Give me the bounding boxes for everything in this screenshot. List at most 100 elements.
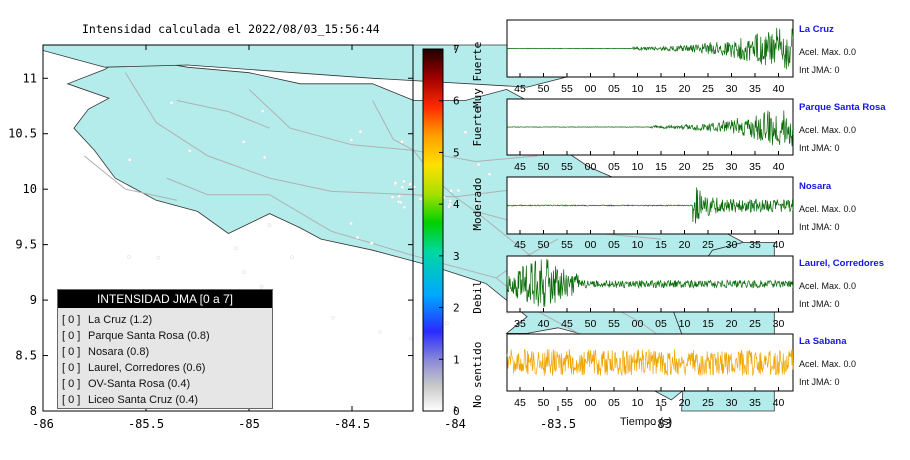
legend-station: Parque Santa Rosa (0.8) — [88, 330, 210, 342]
scale-category-label: Fuerte — [471, 107, 484, 147]
station-dot — [463, 130, 468, 135]
station-dot — [487, 172, 492, 176]
legend-station: Nosara (0.8) — [88, 346, 150, 358]
legend-header: INTENSIDAD JMA [0 a 7] — [58, 290, 272, 308]
waveform-x-tick-label: 45 — [561, 318, 573, 330]
station-dot — [401, 179, 406, 184]
station-acel: Acel. Max. 0.0 — [799, 204, 857, 214]
scale-tick-label: 6 — [453, 95, 460, 108]
legend-station: Liceo Santa Cruz (0.4) — [88, 394, 199, 406]
legend-bracket: [ 0 ] — [62, 362, 81, 374]
station-jma: Int JMA: 0 — [799, 377, 840, 387]
station-dot — [267, 223, 272, 228]
waveform-x-tick-label: 20 — [679, 397, 691, 409]
road-line — [248, 89, 414, 151]
scale-bar — [422, 48, 444, 412]
waveform-x-tick-label: 35 — [749, 83, 761, 95]
station-dot — [474, 201, 479, 206]
station-name: Nosara — [799, 181, 832, 192]
waveform-x-tick-label: 40 — [773, 83, 785, 95]
map-x-tick-label: -83 — [650, 417, 672, 431]
scale-category-label: Muy Fuerte — [471, 42, 484, 108]
station-dot — [397, 194, 402, 199]
waveform-x-tick-label: 05 — [608, 161, 620, 173]
station-dot — [156, 255, 161, 260]
legend-bracket: [ 0 ] — [62, 314, 81, 326]
legend-bracket: [ 0 ] — [62, 378, 81, 390]
station-dot — [402, 205, 407, 209]
station-name: La Cruz — [799, 24, 834, 35]
station-dot — [400, 139, 404, 144]
scale-category-label: No sentido — [471, 342, 484, 408]
waveform-x-tick-label: 20 — [726, 318, 738, 330]
station-dot — [398, 200, 403, 205]
station-dot — [331, 315, 335, 320]
station-dot — [349, 221, 353, 226]
map-x-tick-label: -85 — [238, 417, 260, 431]
waveform-x-tick-label: 40 — [773, 239, 785, 251]
waveform-trace — [506, 259, 794, 307]
legend-row: [ 0 ] Laurel, Corredores (0.6) — [58, 360, 272, 376]
station-dot — [260, 109, 265, 113]
legend-bracket: [ 0 ] — [62, 330, 81, 342]
map-y-tick-label: 8 — [30, 404, 37, 418]
waveform-x-tick-label: 35 — [749, 161, 761, 173]
waveform-x-tick-label: 45 — [514, 239, 526, 251]
station-dot — [444, 321, 449, 326]
legend-row: [ 0 ] Liceo Santa Cruz (0.4) — [58, 392, 272, 408]
waveform-x-tick-label: 15 — [655, 161, 667, 173]
station-dot — [377, 329, 382, 334]
waveform-x-tick-label: 25 — [702, 161, 714, 173]
waveform-x-tick-label: 00 — [585, 239, 597, 251]
station-name: Laurel, Corredores — [799, 258, 884, 269]
legend-station: Laurel, Corredores (0.6) — [88, 362, 206, 374]
scale-tick-label: 1 — [453, 353, 460, 366]
waveform-x-tick-label: 05 — [608, 239, 620, 251]
waveform-x-tick-label: 55 — [608, 318, 620, 330]
waveform-x-tick-label: 15 — [655, 397, 667, 409]
waveform-x-tick-label: 10 — [632, 83, 644, 95]
waveform-trace — [506, 187, 794, 224]
waveform-x-tick-label: 50 — [585, 318, 597, 330]
station-acel: Acel. Max. 0.0 — [799, 281, 857, 291]
waveform-x-tick-label: 25 — [702, 239, 714, 251]
legend-row: [ 0 ] La Cruz (1.2) — [58, 312, 272, 328]
legend-row: [ 0 ] Nosara (0.8) — [58, 344, 272, 360]
map-x-tick-label: -84.5 — [334, 417, 370, 431]
waveform-x-tick-label: 05 — [655, 318, 667, 330]
waveform-x-tick-label: 00 — [585, 83, 597, 95]
station-jma: Int JMA: 0 — [799, 222, 840, 232]
map-y-tick-label: 11 — [23, 71, 37, 85]
legend-bracket: [ 0 ] — [62, 394, 81, 406]
waveform-x-tick-label: 20 — [679, 239, 691, 251]
station-dot — [290, 255, 294, 260]
station-name: Parque Santa Rosa — [799, 102, 886, 113]
waveform-x-tick-label: 05 — [608, 397, 620, 409]
scale-tick-label: 0 — [453, 405, 460, 418]
station-dot — [358, 129, 363, 134]
waveform-x-tick-label: 10 — [679, 318, 691, 330]
waveform-x-tick-label: 30 — [726, 83, 738, 95]
map-x-tick-label: -85.5 — [128, 417, 164, 431]
waveform-x-tick-label: 05 — [608, 83, 620, 95]
waveform-x-tick-label: 50 — [538, 239, 550, 251]
road-line — [176, 100, 270, 129]
legend-row: [ 0 ] Parque Santa Rosa (0.8) — [58, 328, 272, 344]
scale-tick-label: 4 — [453, 198, 460, 211]
waveform-x-tick-label: 30 — [726, 239, 738, 251]
waveform-x-tick-label: 55 — [561, 83, 573, 95]
waveform-x-tick-label: 55 — [561, 239, 573, 251]
legend-bracket: [ 0 ] — [62, 346, 81, 358]
scale-tick-label: 3 — [453, 250, 460, 263]
scale-category-label: Debil — [471, 281, 484, 314]
station-dot — [187, 149, 192, 153]
waveform-trace — [506, 349, 794, 377]
waveform-x-tick-label: 00 — [632, 318, 644, 330]
waveform-x-tick-label: 20 — [679, 83, 691, 95]
station-acel: Acel. Max. 0.0 — [799, 125, 857, 135]
road-line — [166, 177, 332, 232]
legend-station: La Cruz (1.2) — [88, 314, 153, 326]
map-y-tick-label: 9 — [30, 293, 37, 307]
